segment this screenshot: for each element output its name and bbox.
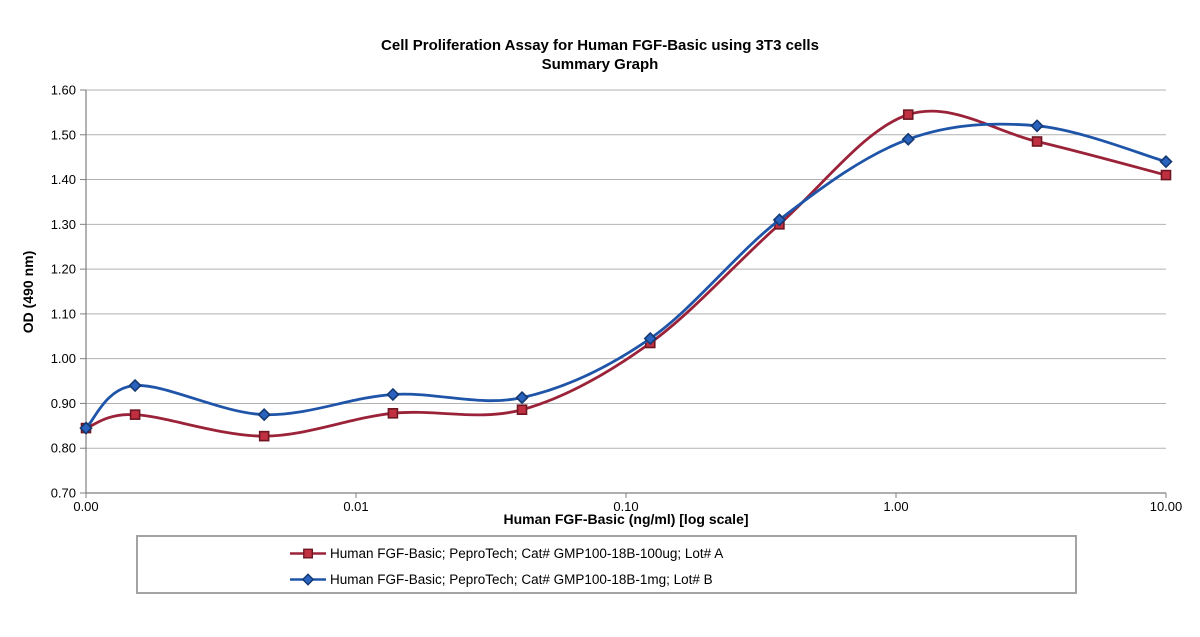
x-axis-title: Human FGF-Basic (ng/ml) [log scale] <box>503 511 749 527</box>
x-tick-label: 0.10 <box>613 499 638 514</box>
data-point-diamond <box>257 408 271 422</box>
data-point-square <box>516 404 528 416</box>
y-tick-label: 1.40 <box>51 172 76 187</box>
x-tick-label: 0.00 <box>73 499 98 514</box>
y-tick-label: 0.80 <box>51 441 76 456</box>
legend: Human FGF-Basic; PeproTech; Cat# GMP100-… <box>136 535 1077 594</box>
series-lot-b <box>79 119 1173 435</box>
data-point-diamond <box>128 378 142 393</box>
legend-row: Human FGF-Basic; PeproTech; Cat# GMP100-… <box>289 566 1075 592</box>
y-tick-label: 0.90 <box>51 396 76 411</box>
data-point-diamond <box>1030 119 1044 133</box>
chart-subtitle: Summary Graph <box>541 56 659 73</box>
data-point-square <box>1031 136 1043 147</box>
x-axis-ticks: 0.00 0.01 0.10 1.00 10.00 <box>73 493 1182 514</box>
data-point-diamond <box>1159 155 1173 169</box>
legend-label: Human FGF-Basic; PeproTech; Cat# GMP100-… <box>330 571 713 587</box>
data-point-square <box>902 109 914 120</box>
y-tick-label: 1.20 <box>51 262 76 277</box>
data-point-square <box>129 409 141 420</box>
axes <box>85 90 1166 494</box>
x-tick-label: 10.00 <box>1150 499 1183 514</box>
legend-marker-diamond-icon <box>290 572 326 586</box>
y-axis-ticks: 0.70 0.80 0.90 1.00 1.10 1.20 1.30 1.40 1.50 1.60 <box>51 83 86 501</box>
x-tick-label: 0.01 <box>343 499 368 514</box>
data-point-diamond <box>79 421 93 435</box>
data-point-square <box>387 407 399 419</box>
y-tick-label: 1.00 <box>51 351 76 366</box>
chart-title: Cell Proliferation Assay for Human FGF-B… <box>381 37 819 54</box>
y-axis-title: OD (490 nm) <box>20 250 36 333</box>
data-point-diamond <box>386 387 400 402</box>
data-point-diamond <box>901 132 915 146</box>
data-point-diamond <box>515 390 529 405</box>
series-lot-a <box>80 109 1172 442</box>
title-block: Cell Proliferation Assay for Human FGF-B… <box>0 36 1200 74</box>
data-point-diamond <box>643 331 657 346</box>
y-tick-label: 1.10 <box>51 306 76 321</box>
data-point-diamond <box>772 213 787 227</box>
y-tick-label: 0.70 <box>51 486 76 501</box>
legend-marker-square-icon <box>290 548 326 558</box>
y-tick-label: 1.50 <box>51 127 76 142</box>
gridlines <box>86 89 1166 449</box>
legend-label: Human FGF-Basic; PeproTech; Cat# GMP100-… <box>330 545 724 561</box>
y-tick-label: 1.30 <box>51 217 76 232</box>
x-tick-label: 1.00 <box>883 499 908 514</box>
y-axis-title-wrap: OD (490 nm) <box>15 90 41 493</box>
legend-row: Human FGF-Basic; PeproTech; Cat# GMP100-… <box>289 540 1075 566</box>
data-point-square <box>258 430 270 442</box>
data-point-square <box>1160 169 1172 181</box>
y-tick-label: 1.60 <box>51 83 76 98</box>
